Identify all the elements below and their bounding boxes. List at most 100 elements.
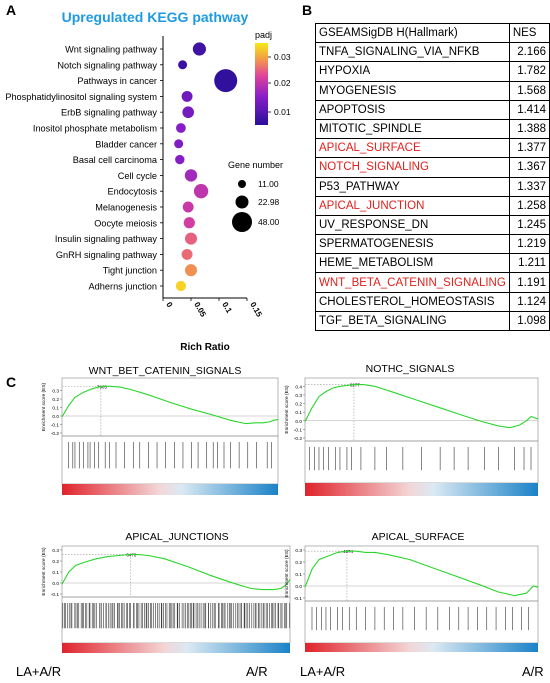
table-row: HYPOXIA 1.782 [315,61,550,82]
ranked-list-bar [62,484,278,495]
gene-set-name: NOTCH_SIGNALING [315,157,510,178]
nes-value: 1.367 [508,157,550,178]
hit-plot-frame [304,600,539,644]
es-curve [304,384,539,429]
peak-label: 7905 [97,384,108,389]
size-legend-label: 11.00 [258,179,279,189]
category-label: GnRH signaling pathway [56,250,158,260]
nes-value: 1.098 [508,310,550,332]
gene-set-name: CHOLESTEROL_HOMEOSTASIS [315,291,510,312]
es-curve [61,385,279,425]
y-tick-label: 0.3 [295,393,302,399]
table-row: APOPTOSIS 1.414 [315,99,550,120]
category-label: Endocytosis [107,187,157,197]
panel-label-b: B [302,2,313,18]
size-legend-dot [235,195,249,209]
nes-value: 1.219 [508,234,550,255]
gene-set-name: UV_RESPONSE_DN [315,214,510,236]
group-label-left-2: LA+A/R [300,664,346,679]
column-header: GSEAMSigDB H(Hallmark) [315,22,510,44]
group-label-right-2: A/R [522,664,544,679]
nes-value: 1.258 [508,195,550,216]
category-label: ErbB signaling pathway [61,108,157,118]
peak-label: 6476 [126,552,137,557]
panel-label-a: A [6,2,17,18]
y-tick-label: 0.4 [295,384,302,390]
y-tick-label: 0.2 [295,402,302,408]
table-row: P53_PATHWAY 1.337 [315,176,550,197]
y-tick-label: 0.2 [52,559,59,565]
size-legend-title: Gene number [228,160,283,170]
y-tick-label: 0.1 [52,406,59,412]
data-point [184,264,198,277]
hit-plot-frame [61,596,291,644]
table-row: APICAL_JUNCTION 1.258 [315,195,550,216]
data-point [193,184,209,199]
data-point [181,90,193,102]
x-axis-label: Rich Ratio [180,342,229,353]
gsea-title: APICAL_SURFACE [372,531,465,543]
category-label: Pathways in cancer [77,76,157,86]
table-row: APICAL_SURFACE 1.377 [315,138,550,159]
ranked-list-bar [305,643,538,652]
peak-label: 8277 [350,383,361,388]
es-plot-frame [304,545,539,602]
gene-set-name: HEME_METABOLISM [315,253,510,274]
peak-label: 4374 [343,549,354,554]
y-tick-label: 0.0 [52,581,59,587]
nes-value: 1.124 [508,291,550,312]
hit-plot-frame [61,435,279,485]
kegg-dot-plot: Upregulated KEGG pathway Wnt signaling pa… [5,9,291,353]
nes-value: 1.414 [508,99,550,120]
table-row: WNT_BETA_CATENIN_SIGNALING 1.191 [315,272,550,293]
category-label: Insulin signaling pathway [55,234,158,244]
x-tick-label: 0.1 [220,301,234,316]
x-tick-label: 0.15 [248,301,264,319]
data-point [192,42,206,56]
data-point [175,280,186,292]
gene-set-name: MITOTIC_SPINDLE [315,118,510,140]
y-tick-label: -0.1 [294,596,303,602]
category-label: Oocyte meiosis [94,218,157,228]
y-tick-label: -0.1 [51,592,60,598]
gene-set-name: TNFA_SIGNALING_VIA_NFKB [315,42,510,63]
color-legend-bar [255,43,268,125]
table-row: UV_RESPONSE_DN 1.245 [315,214,550,236]
group-label-left: LA+A/R [16,664,62,679]
nes-value: 2.166 [508,42,550,63]
nes-value: 1.388 [508,118,550,140]
gsea-title: NOTHC_SIGNALS [366,363,455,375]
gene-set-name: WNT_BETA_CATENIN_SIGNALING [315,272,510,293]
category-label: Basal cell carcinoma [73,155,158,165]
table-header-row: GSEAMSigDB H(Hallmark) NES [315,22,550,44]
nes-table: GSEAMSigDB H(Hallmark) NES TNFA_SIGNALING_… [315,22,550,332]
data-point [175,154,185,165]
data-point [184,232,198,245]
y-tick-label: -0.2 [51,431,60,437]
table-row: NOTCH_SIGNALING 1.367 [315,157,550,178]
y-tick-label: -0.1 [51,423,60,429]
gene-set-name: APICAL_SURFACE [315,138,510,159]
table-row: SPERMATOGENESIS 1.219 [315,234,550,255]
size-legend-label: 48.00 [258,217,280,227]
x-tick-label: 0.05 [192,301,208,319]
y-tick-label: -0.1 [294,427,303,433]
y-axis-label: Enrichment score (ES) [284,549,290,598]
gene-set-name: SPERMATOGENESIS [315,234,510,255]
nes-value: 1.337 [508,176,550,197]
y-tick-label: 0.3 [52,548,59,554]
y-axis-label: Enrichment score (ES) [284,385,290,434]
nes-value: 1.191 [508,272,550,293]
category-label: Adherns junction [89,282,157,292]
hit-plot-frame [304,440,539,484]
table-row: CHOLESTEROL_HOMEOSTASIS 1.124 [315,291,550,312]
ranked-list-bar [305,483,538,496]
panel-label-c: C [6,374,17,390]
y-tick-label: 0.1 [295,410,302,416]
category-label: Tight junction [103,266,157,276]
table-row: TGF_BETA_SIGNALING 1.098 [315,310,550,332]
data-point [181,248,193,260]
gene-set-name: TGF_BETA_SIGNALING [315,310,510,332]
gene-set-name: APICAL_JUNCTION [315,195,510,216]
table-row: TNFA_SIGNALING_VIA_NFKB 2.166 [315,42,550,63]
